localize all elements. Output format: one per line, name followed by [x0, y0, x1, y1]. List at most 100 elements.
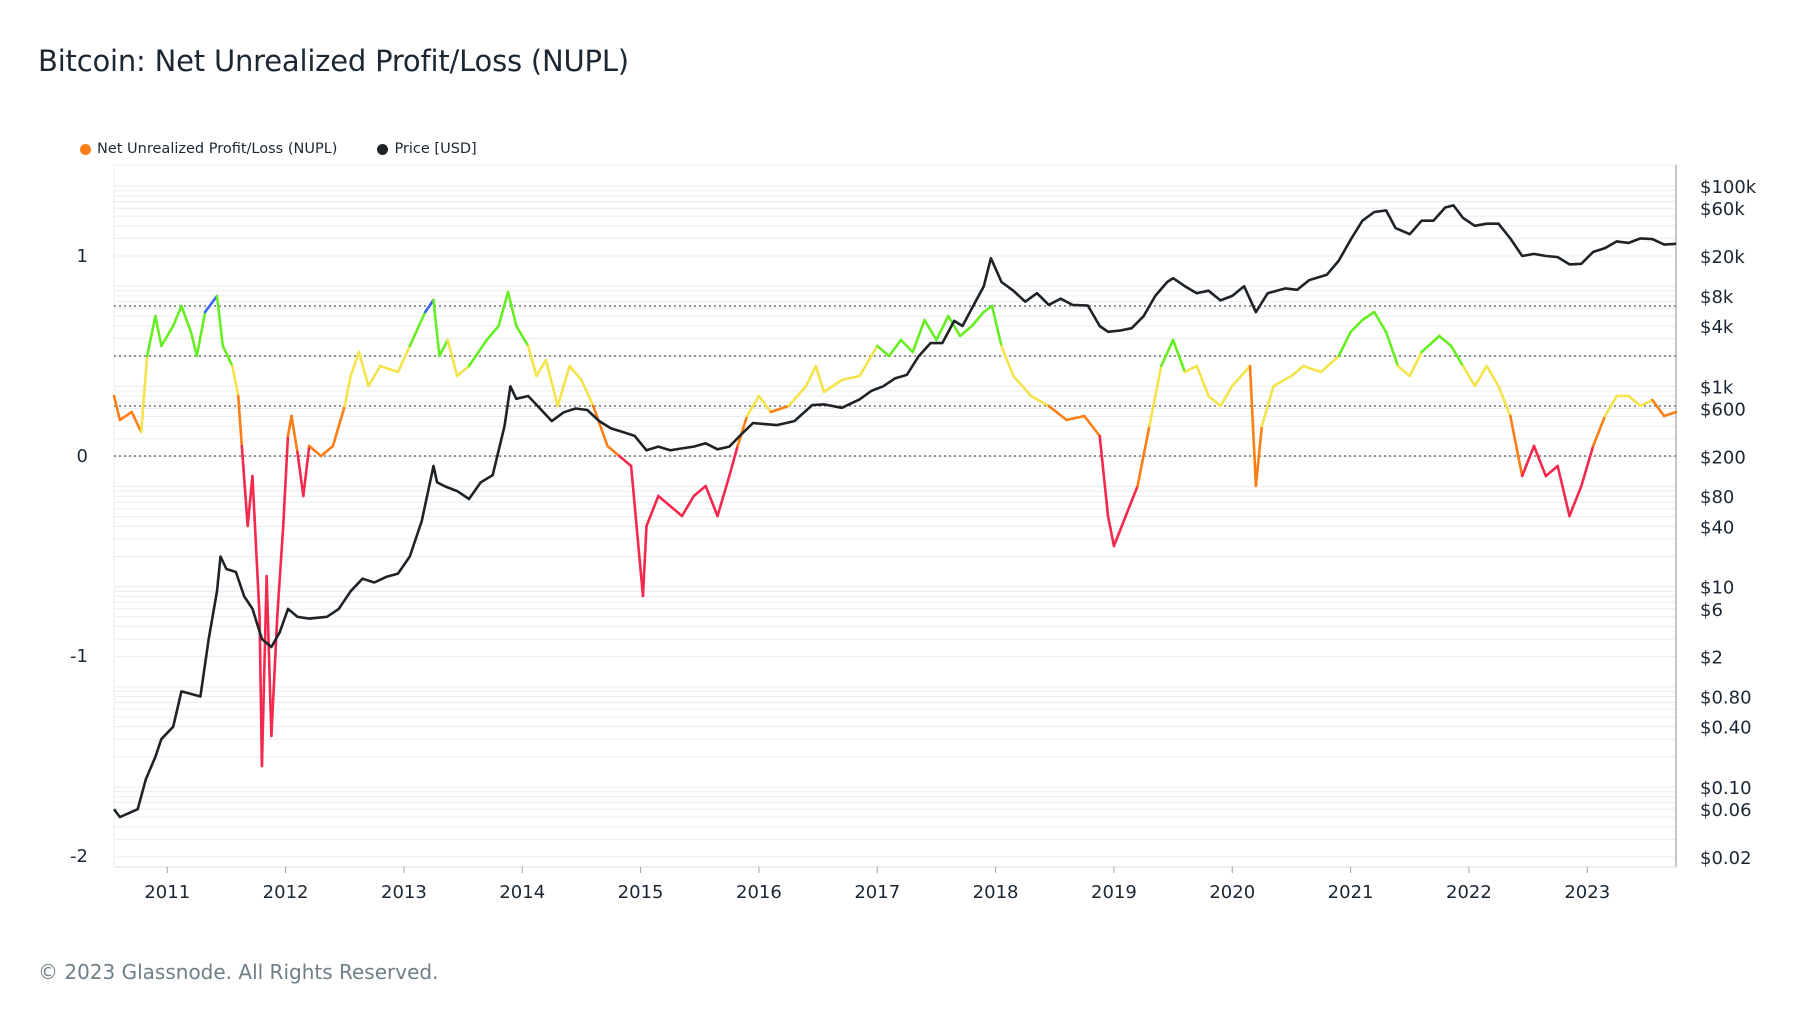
nupl-line-segment — [1159, 338, 1175, 368]
nupl-line-segment — [935, 314, 950, 342]
nupl-line-segment — [281, 434, 290, 528]
nupl-line-segment — [307, 444, 323, 458]
x-tick-label: 2017 — [854, 882, 900, 903]
nupl-line-segment — [195, 310, 207, 358]
x-tick-label: 2013 — [381, 882, 427, 903]
x-tick-label: 2022 — [1446, 882, 1492, 903]
nupl-line-segment — [657, 494, 672, 508]
y-right-tick-label: $4k — [1700, 317, 1734, 338]
nupl-line-segment — [1520, 444, 1536, 478]
nupl-line-segment — [1012, 374, 1033, 398]
nupl-line-segment — [1000, 344, 1015, 378]
nupl-line-segment — [446, 338, 459, 378]
nupl-line-segment — [728, 444, 739, 478]
nupl-line-segment — [515, 324, 530, 348]
nupl-line-segment — [118, 410, 134, 422]
nupl-line-segment — [231, 364, 240, 398]
y-right-tick-label: $2 — [1700, 648, 1723, 669]
nupl-line-segment — [645, 494, 660, 528]
nupl-line-segment — [606, 444, 621, 458]
nupl-line-segment — [982, 304, 994, 314]
nupl-line-segment — [1384, 330, 1400, 368]
nupl-line-segment — [629, 464, 645, 598]
nupl-line-segment — [1219, 384, 1234, 408]
nupl-line-segment — [203, 294, 219, 314]
nupl-line-segment — [438, 338, 450, 358]
nupl-line-segment — [1556, 464, 1571, 518]
y-right-tick-label: $600 — [1700, 400, 1746, 421]
y-right-tick-label: $0.40 — [1700, 718, 1752, 739]
nupl-line-segment — [1029, 394, 1051, 408]
nupl-line-segment — [251, 474, 261, 618]
nupl-line-segment — [958, 324, 974, 338]
nupl-line-segment — [990, 304, 1003, 348]
nupl-line-segment — [1372, 310, 1388, 334]
nupl-line-segment — [1136, 424, 1151, 488]
nupl-line-segment — [787, 384, 808, 408]
x-tick-label: 2012 — [263, 882, 309, 903]
nupl-line-segment — [858, 344, 879, 378]
chart-title: Bitcoin: Net Unrealized Profit/Loss (NUP… — [38, 44, 629, 78]
x-tick-label: 2018 — [973, 882, 1019, 903]
nupl-line-segment — [367, 364, 382, 388]
nupl-line-segment — [946, 314, 962, 338]
x-tick-label: 2020 — [1209, 882, 1255, 903]
nupl-line-segment — [189, 330, 199, 358]
nupl-line-segment — [296, 450, 305, 498]
y-right-tick-label: $200 — [1700, 447, 1746, 468]
nupl-line-segment — [1195, 364, 1210, 398]
nupl-line-segment — [1254, 424, 1264, 488]
nupl-line-segment — [875, 344, 891, 358]
legend-item-nupl[interactable]: Net Unrealized Profit/Loss (NUPL) — [80, 141, 337, 157]
x-tick-label: 2021 — [1328, 882, 1374, 903]
nupl-line-segment — [497, 290, 510, 328]
y-right-tick-label: $0.10 — [1700, 778, 1752, 799]
y-right-tick-label: $1k — [1700, 377, 1734, 398]
nupl-line-segment — [1272, 374, 1293, 388]
nupl-line-segment — [349, 350, 361, 378]
nupl-line-segment — [1568, 484, 1583, 518]
nupl-line-segment — [745, 394, 761, 418]
nupl-line-segment — [378, 364, 400, 374]
nupl-line-segment — [139, 354, 149, 434]
nupl-line-segment — [1260, 384, 1275, 428]
nupl-line-segment — [423, 298, 435, 314]
legend-label-nupl: Net Unrealized Profit/Loss (NUPL) — [97, 141, 338, 157]
nupl-line-segment — [923, 318, 938, 342]
nupl-line-segment — [757, 394, 773, 414]
y-right-tick-label: $6 — [1700, 600, 1723, 621]
nupl-line-segment — [1603, 394, 1619, 418]
nupl-line-segment — [160, 324, 175, 348]
nupl-line-segment — [1509, 414, 1524, 478]
y-right-tick-label: $0.80 — [1700, 688, 1752, 709]
nupl-line-segment — [343, 374, 352, 408]
nupl-line-segment — [804, 364, 818, 388]
legend-item-price[interactable]: Price [USD] — [377, 141, 477, 157]
nupl-line-segment — [1651, 398, 1666, 418]
nupl-line-segment — [1248, 364, 1258, 488]
nupl-line-segment — [432, 298, 441, 358]
nupl-line-segment — [302, 444, 311, 498]
nupl-line-segment — [1627, 394, 1642, 408]
nupl-line-segment — [215, 294, 225, 348]
legend-dot-price — [377, 143, 389, 155]
nupl-line-segment — [1230, 364, 1252, 388]
x-tick-label: 2019 — [1091, 882, 1137, 903]
nupl-line-segment — [180, 304, 193, 334]
nupl-line-segment — [736, 414, 749, 448]
nupl-line-segment — [641, 524, 648, 598]
nupl-line-segment — [692, 484, 707, 498]
nupl-line-segment — [1290, 364, 1305, 378]
y-right-tick-label: $0.06 — [1700, 800, 1752, 821]
x-tick-label: 2016 — [736, 882, 782, 903]
nupl-line-segment — [526, 344, 538, 378]
nupl-line-segment — [221, 344, 234, 368]
nupl-line-segment — [485, 324, 500, 342]
x-tick-label: 2015 — [618, 882, 664, 903]
nupl-line-segment — [506, 290, 518, 328]
nupl-line-segment — [290, 414, 299, 454]
nupl-line-segment — [535, 358, 548, 378]
nupl-line-segment — [1047, 404, 1068, 422]
nupl-line-segment — [544, 358, 560, 408]
